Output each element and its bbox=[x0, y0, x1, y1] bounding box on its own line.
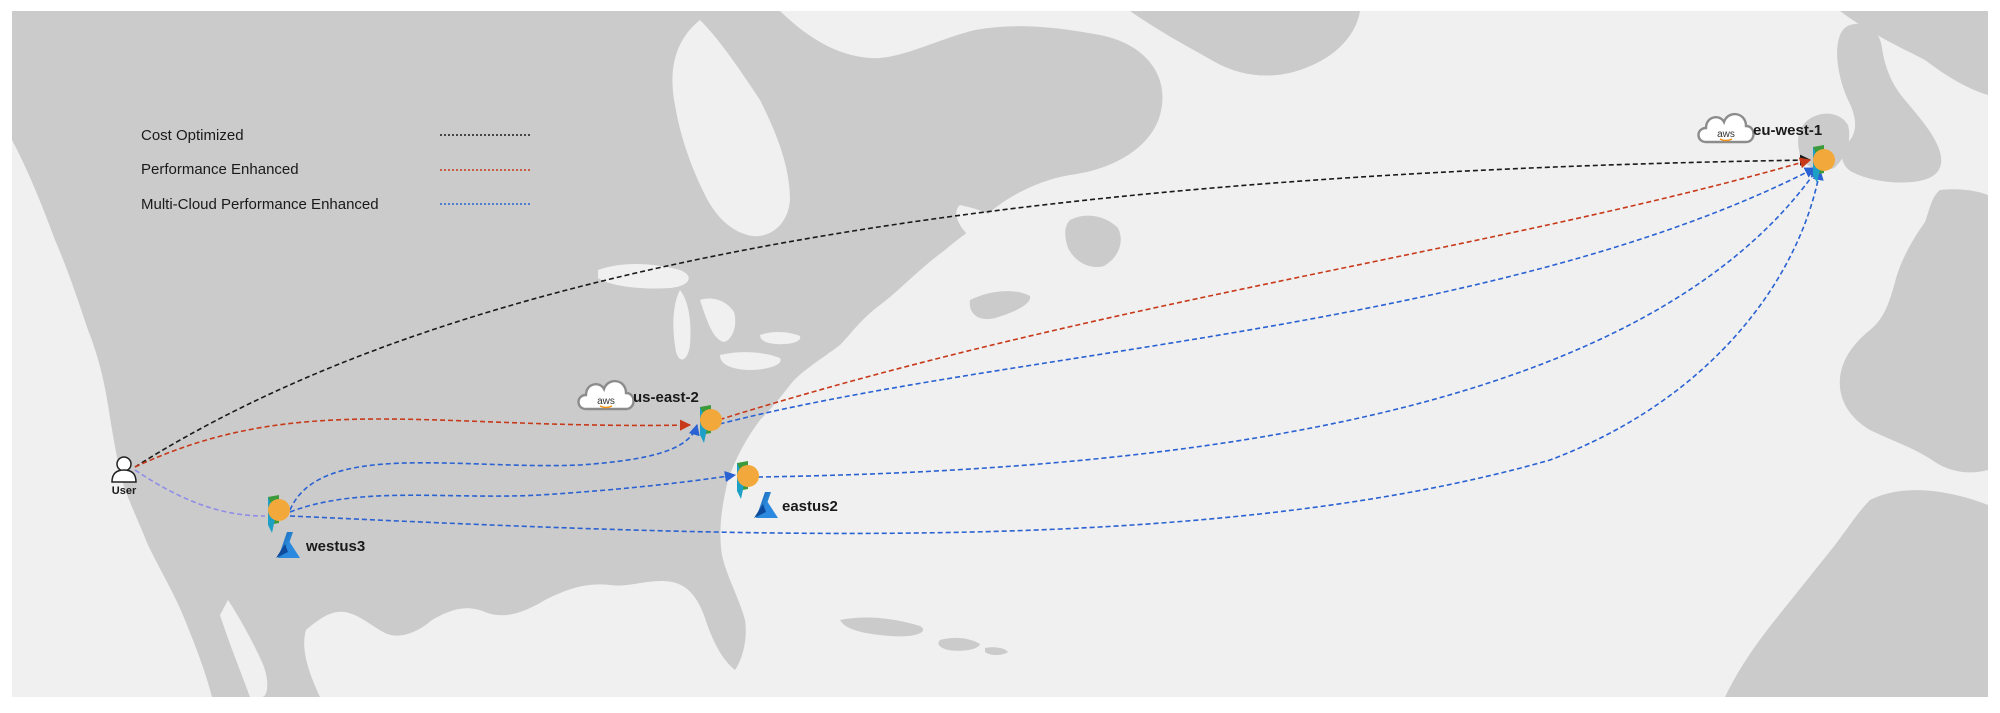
route-multicloud-eastus2-eu-west-1 bbox=[757, 167, 1819, 478]
region-label: us-east-2 bbox=[633, 389, 699, 406]
route-performance-user-us-east-2 bbox=[134, 418, 692, 468]
gulf-st-lawrence bbox=[956, 205, 1034, 262]
landmass-great-britain bbox=[1837, 23, 1942, 183]
landmass-newfoundland bbox=[1065, 215, 1121, 268]
region-eastus2[interactable]: eastus2 bbox=[737, 461, 838, 518]
caribbean-islands bbox=[840, 617, 1008, 655]
legend-label: Multi-Cloud Performance Enhanced bbox=[141, 196, 379, 213]
landmass-nova-scotia bbox=[969, 291, 1031, 320]
region-us-east-2[interactable]: aws us-east-2 bbox=[577, 379, 723, 443]
hudson-bay bbox=[672, 20, 790, 237]
user-icon bbox=[111, 456, 137, 483]
legend-label: Cost Optimized bbox=[141, 127, 244, 144]
legend-item-cost-optimized: Cost Optimized bbox=[141, 127, 532, 144]
region-eu-west-1[interactable]: aws eu-west-1 bbox=[1697, 112, 1836, 183]
region-label: eu-west-1 bbox=[1753, 122, 1822, 139]
aws-cloud-icon: aws bbox=[1697, 112, 1755, 144]
legend-label: Performance Enhanced bbox=[141, 161, 299, 178]
landmass-north-america bbox=[12, 11, 1163, 697]
great-lakes bbox=[598, 264, 801, 370]
user-label: User bbox=[112, 485, 137, 497]
user-node[interactable]: User bbox=[111, 456, 137, 497]
legend-item-performance-enhanced: Performance Enhanced bbox=[141, 161, 532, 178]
legend-item-multicloud: Multi-Cloud Performance Enhanced bbox=[141, 196, 532, 213]
svg-text:aws: aws bbox=[597, 396, 615, 407]
route-performance-us-east-2-eu-west-1 bbox=[711, 157, 1812, 423]
svg-text:aws: aws bbox=[1717, 129, 1735, 140]
route-user-westus3 bbox=[134, 469, 266, 517]
region-label: westus3 bbox=[305, 538, 365, 555]
route-cost-optimized-user-eu-west-1 bbox=[134, 154, 1812, 468]
gulf-of-california bbox=[220, 600, 268, 697]
landmass-africa bbox=[1725, 490, 1988, 697]
region-label: eastus2 bbox=[782, 498, 838, 515]
landmass-greenland bbox=[1130, 11, 1360, 76]
gulf-of-mexico bbox=[407, 603, 695, 697]
landmass-scandinavia bbox=[1840, 11, 1988, 95]
region-westus3[interactable]: westus3 bbox=[268, 495, 365, 558]
legend: Cost Optimized Performance Enhanced Mult… bbox=[141, 127, 532, 213]
landmass-europe bbox=[1839, 189, 1988, 473]
route-multicloud-westus3-eastus2 bbox=[289, 471, 737, 513]
aws-cloud-icon: aws bbox=[577, 379, 635, 411]
route-multicloud-westus3-eu-west-1 bbox=[289, 168, 1824, 535]
route-multicloud-westus3-us-east-2 bbox=[289, 423, 700, 511]
